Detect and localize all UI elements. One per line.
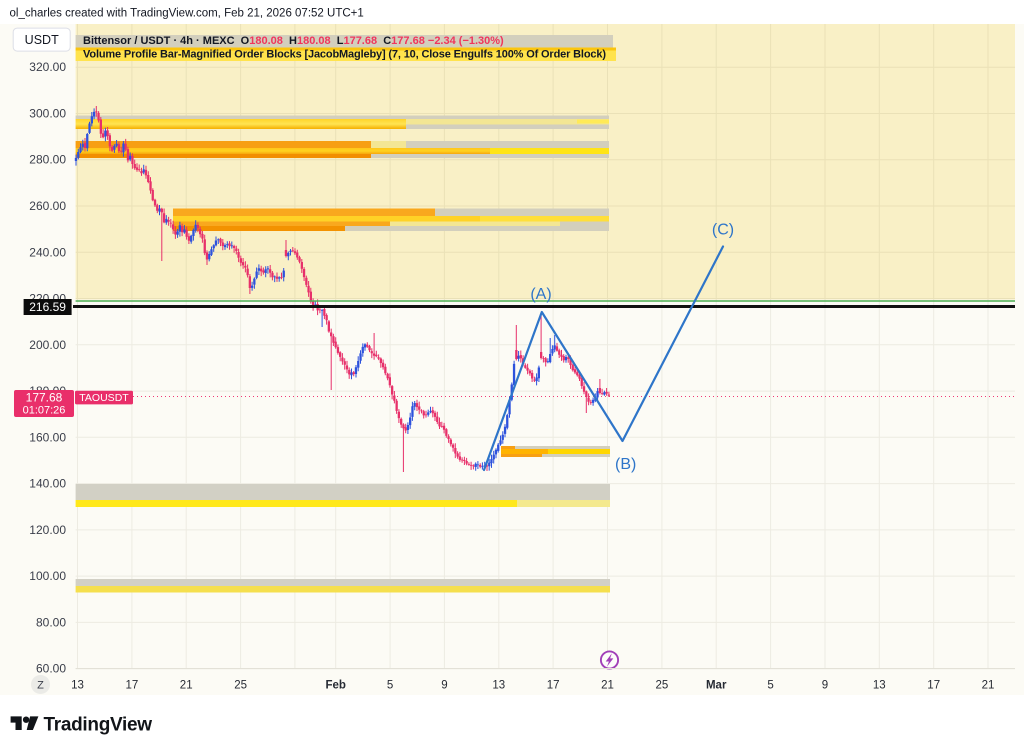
svg-text:100.00: 100.00 — [29, 569, 66, 583]
svg-text:ol_charles created with Tradin: ol_charles created with TradingView.com,… — [10, 8, 364, 20]
svg-text:25: 25 — [656, 680, 669, 692]
svg-text:13: 13 — [492, 680, 505, 692]
svg-text:5: 5 — [767, 680, 773, 692]
svg-text:140.00: 140.00 — [29, 477, 66, 491]
svg-text:80.00: 80.00 — [36, 615, 66, 629]
svg-text:9: 9 — [822, 680, 828, 692]
svg-text:280.00: 280.00 — [29, 153, 66, 167]
svg-text:21: 21 — [601, 680, 614, 692]
svg-text:160.00: 160.00 — [29, 430, 66, 444]
svg-text:01:07:26: 01:07:26 — [23, 405, 66, 417]
svg-text:Z: Z — [37, 680, 44, 692]
svg-text:5: 5 — [387, 680, 393, 692]
svg-text:TradingView: TradingView — [44, 715, 153, 736]
svg-text:(B): (B) — [615, 456, 636, 473]
svg-text:320.00: 320.00 — [29, 60, 66, 74]
svg-text:13: 13 — [873, 680, 886, 692]
svg-text:216.59: 216.59 — [29, 300, 66, 314]
svg-text:17: 17 — [547, 680, 560, 692]
svg-text:21: 21 — [180, 680, 193, 692]
svg-text:21: 21 — [982, 680, 995, 692]
svg-text:25: 25 — [234, 680, 247, 692]
svg-text:Volume Profile Bar-Magnified O: Volume Profile Bar-Magnified Order Block… — [83, 49, 606, 61]
svg-text:USDT: USDT — [25, 33, 59, 47]
svg-text:120.00: 120.00 — [29, 523, 66, 537]
svg-text:(A): (A) — [530, 286, 551, 303]
svg-text:Feb: Feb — [325, 680, 345, 692]
svg-text:177.68: 177.68 — [26, 391, 63, 405]
svg-text:Bittensor / USDT · 4h · MEXC: Bittensor / USDT · 4h · MEXC O180.08 H18… — [83, 35, 504, 47]
svg-text:9: 9 — [441, 680, 447, 692]
svg-text:300.00: 300.00 — [29, 107, 66, 121]
svg-text:200.00: 200.00 — [29, 338, 66, 352]
svg-text:13: 13 — [71, 680, 84, 692]
svg-text:17: 17 — [927, 680, 940, 692]
svg-text:TAOUSDT: TAOUSDT — [79, 392, 129, 404]
svg-text:260.00: 260.00 — [29, 199, 66, 213]
svg-text:60.00: 60.00 — [36, 662, 66, 676]
svg-text:240.00: 240.00 — [29, 245, 66, 259]
svg-text:17: 17 — [126, 680, 139, 692]
svg-text:(C): (C) — [712, 222, 734, 239]
svg-text:Mar: Mar — [706, 680, 727, 692]
